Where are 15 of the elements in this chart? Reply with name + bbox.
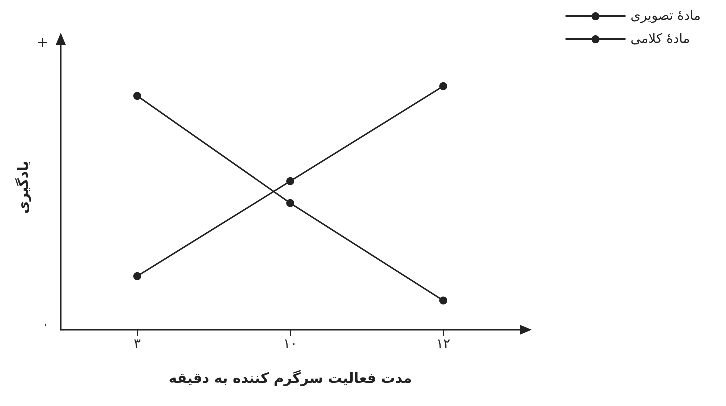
x-tick-label: ۳ [134,337,142,352]
legend-label: مادهٔ کلامی [630,32,690,47]
y-axis-title: یادگیری [15,160,32,214]
point [440,82,448,90]
legend-label: مادهٔ تصویری [630,9,702,24]
text: ۰ [42,317,50,333]
x-tick-label: ۱۲ [436,337,450,352]
point [134,92,142,100]
point [286,177,294,186]
x-axis-title: مدت فعالیت سرگرم کننده به دقیقه [168,370,412,387]
text: + [37,35,49,51]
point [440,296,448,305]
x-tick-label: ۱۰ [284,337,298,352]
point [286,199,294,208]
point [134,272,142,280]
